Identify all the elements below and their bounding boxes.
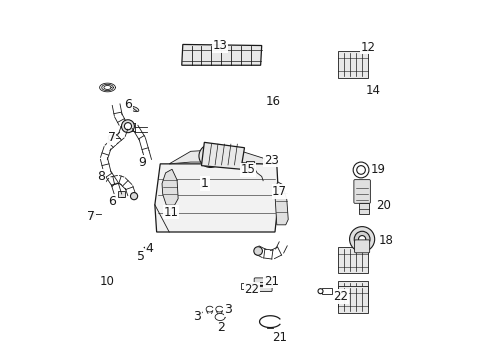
Text: 7: 7 <box>87 210 95 223</box>
Circle shape <box>317 289 323 294</box>
Text: 12: 12 <box>360 41 375 54</box>
Circle shape <box>349 226 374 252</box>
Text: 1: 1 <box>201 177 208 190</box>
Text: 2: 2 <box>217 321 224 334</box>
Text: 16: 16 <box>265 95 280 108</box>
Text: 13: 13 <box>212 39 227 52</box>
Text: 20: 20 <box>375 199 390 212</box>
Text: 3: 3 <box>193 310 201 323</box>
Polygon shape <box>358 203 368 214</box>
Polygon shape <box>338 282 367 307</box>
Text: 23: 23 <box>264 154 278 167</box>
Circle shape <box>207 153 213 159</box>
Circle shape <box>121 120 134 133</box>
Circle shape <box>353 231 369 247</box>
Bar <box>241 283 255 289</box>
Text: 22: 22 <box>332 290 347 303</box>
Text: 8: 8 <box>97 170 105 183</box>
Text: 3: 3 <box>224 303 232 316</box>
Text: 6: 6 <box>124 98 132 111</box>
Text: 9: 9 <box>138 156 146 168</box>
Text: 10: 10 <box>100 275 115 288</box>
Circle shape <box>199 144 222 167</box>
Circle shape <box>352 162 368 178</box>
Circle shape <box>356 166 365 174</box>
Polygon shape <box>162 169 178 205</box>
Text: 17: 17 <box>272 185 286 198</box>
Polygon shape <box>338 247 367 273</box>
Text: 21: 21 <box>272 331 286 344</box>
Text: 4: 4 <box>145 242 153 255</box>
Polygon shape <box>155 164 278 232</box>
Text: 15: 15 <box>240 163 255 176</box>
Text: 18: 18 <box>378 234 393 247</box>
Polygon shape <box>274 182 287 225</box>
Bar <box>321 288 331 294</box>
Text: 7: 7 <box>107 131 116 144</box>
Text: 11: 11 <box>163 206 178 219</box>
Circle shape <box>130 193 137 200</box>
Polygon shape <box>118 192 125 197</box>
Polygon shape <box>338 286 367 313</box>
Text: 22: 22 <box>244 283 259 296</box>
Polygon shape <box>169 149 264 164</box>
Circle shape <box>203 149 217 162</box>
Text: 19: 19 <box>369 163 385 176</box>
Text: 21: 21 <box>264 275 278 288</box>
Text: 14: 14 <box>365 84 380 97</box>
Circle shape <box>358 235 365 243</box>
Text: 6: 6 <box>108 195 116 208</box>
Text: 5: 5 <box>136 249 144 262</box>
Circle shape <box>89 211 95 217</box>
Ellipse shape <box>129 106 139 112</box>
FancyBboxPatch shape <box>254 278 271 292</box>
FancyBboxPatch shape <box>353 180 369 203</box>
Circle shape <box>124 123 131 130</box>
Circle shape <box>253 247 262 255</box>
FancyBboxPatch shape <box>354 240 369 253</box>
Polygon shape <box>201 142 244 169</box>
Bar <box>246 161 254 166</box>
Polygon shape <box>338 51 367 78</box>
Circle shape <box>108 135 113 140</box>
Polygon shape <box>182 44 261 65</box>
